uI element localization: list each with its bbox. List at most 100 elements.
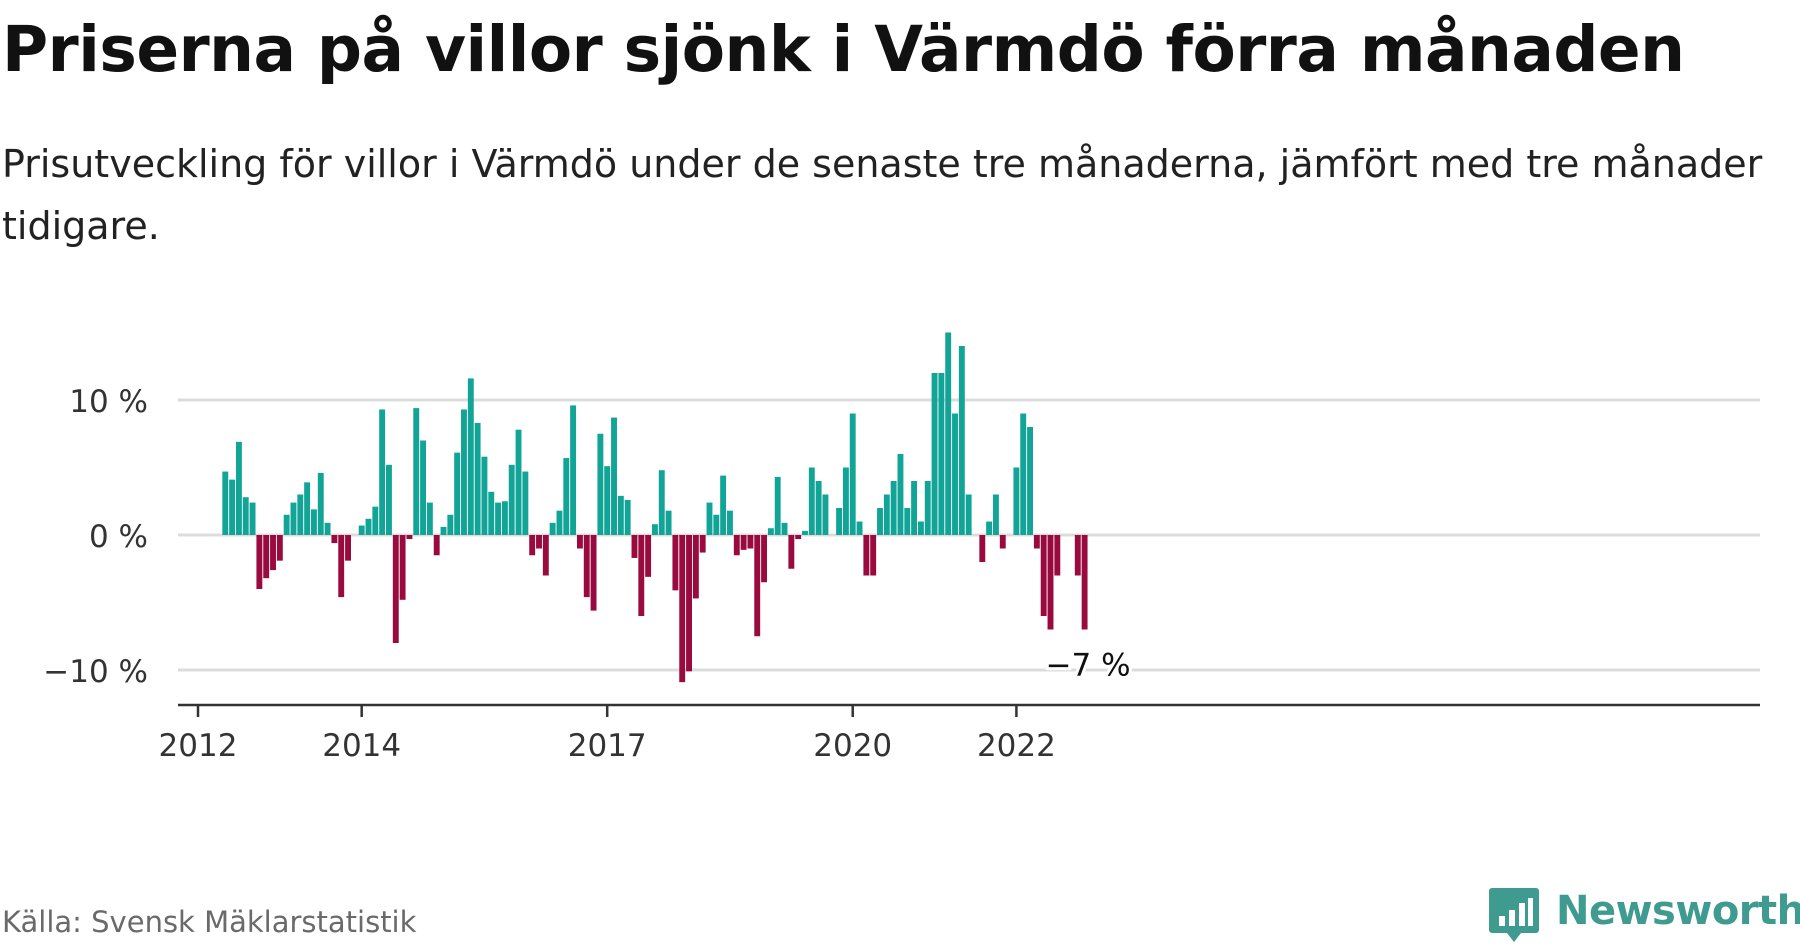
bar [454, 452, 461, 535]
bar [365, 518, 372, 535]
x-tick-label: 2022 [977, 728, 1056, 764]
bar [570, 405, 577, 535]
bar [781, 522, 788, 535]
bar [917, 521, 924, 535]
bar [815, 481, 822, 535]
bar [727, 510, 733, 535]
bar [631, 535, 638, 558]
bar [706, 502, 713, 535]
bar [420, 440, 427, 535]
bar [836, 508, 843, 535]
bar [754, 535, 761, 637]
bar [392, 535, 399, 643]
bar-chart-speech-bubble-icon [1489, 888, 1539, 942]
bar [679, 535, 686, 683]
bar [808, 467, 815, 535]
bar [467, 378, 474, 535]
bar [447, 514, 454, 535]
bar [897, 454, 904, 535]
x-tick-label: 2014 [322, 728, 401, 764]
bar [563, 458, 570, 535]
annotation-label: −7 % [1046, 648, 1131, 684]
y-tick-label: 0 % [89, 519, 148, 555]
bar [515, 429, 522, 535]
bar [822, 494, 829, 535]
bar [522, 471, 529, 535]
bar [952, 413, 958, 535]
bar [672, 535, 679, 591]
bar [297, 494, 304, 535]
bar [222, 471, 229, 535]
bar [583, 535, 590, 598]
bar [324, 522, 331, 535]
bar [986, 521, 993, 535]
bar [331, 535, 338, 544]
bar [270, 535, 276, 571]
bar [461, 409, 467, 535]
bar [590, 535, 597, 611]
bar [945, 332, 952, 535]
bar [263, 535, 270, 579]
bar [842, 467, 849, 535]
bar [890, 481, 897, 535]
bar [474, 422, 481, 535]
bar [624, 499, 631, 535]
x-tick-label: 2017 [568, 728, 647, 764]
bar [529, 535, 536, 556]
bar [1074, 535, 1081, 576]
bar [1013, 467, 1020, 535]
bar [1047, 535, 1054, 630]
bar [481, 456, 488, 535]
bar [276, 535, 283, 561]
bar-chart: 10 % 0 % −10 % 2012 2014 2017 2020 2022 −7 % [43, 332, 1760, 764]
bars [222, 332, 1088, 683]
bar [549, 522, 556, 535]
x-axis: 2012 2014 2017 2020 2022 [159, 703, 1760, 764]
bar [290, 502, 297, 535]
bar [345, 535, 351, 561]
bar [372, 506, 379, 535]
bar [665, 510, 672, 535]
bar [999, 535, 1006, 549]
bar [611, 417, 617, 535]
bar [249, 502, 256, 535]
bar [856, 521, 863, 535]
bar [597, 433, 604, 535]
bar [399, 535, 406, 600]
bar [426, 502, 433, 535]
bar [1020, 413, 1027, 535]
bar [495, 502, 502, 535]
bar [386, 464, 392, 535]
bar [1033, 535, 1040, 549]
x-tick-label: 2012 [159, 728, 238, 764]
bar [692, 535, 699, 599]
bar [802, 530, 808, 535]
bar [508, 464, 515, 535]
y-tick-label: −10 % [43, 654, 148, 690]
source-note: Källa: Svensk Mäklarstatistik [2, 905, 417, 939]
bar [283, 514, 290, 535]
bar [242, 497, 249, 535]
bar [979, 535, 986, 562]
y-axis-tick-labels: 10 % 0 % −10 % [43, 384, 148, 690]
bar [877, 508, 883, 535]
bar [699, 535, 706, 553]
bar [788, 535, 795, 569]
bar [1081, 535, 1088, 630]
bar [733, 535, 740, 556]
bar [767, 528, 774, 535]
bar [556, 510, 563, 535]
bar [338, 535, 345, 598]
bar [938, 373, 945, 535]
bar [713, 514, 720, 535]
bar [317, 472, 324, 535]
bar [235, 441, 242, 535]
brand-name: Newsworthy [1556, 888, 1800, 934]
bar [686, 535, 692, 672]
bar [433, 535, 440, 556]
bar [576, 535, 583, 549]
chart-title: Priserna på villor sjönk i Värmdö förra … [2, 13, 1685, 86]
y-tick-label: 10 % [69, 384, 148, 420]
bar [747, 535, 754, 549]
bar [1040, 535, 1047, 616]
